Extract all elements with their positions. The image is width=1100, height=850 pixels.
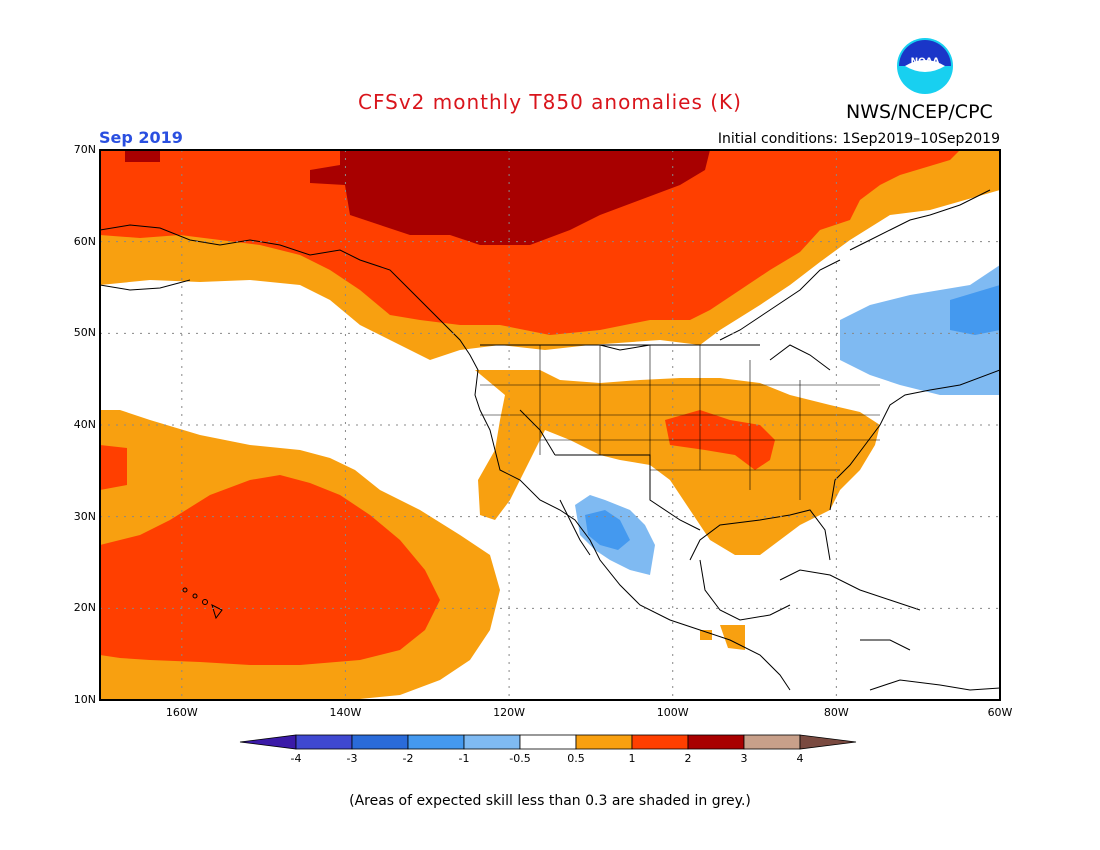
colorbar-segment [519, 734, 577, 750]
forecast-month: Sep 2019 [99, 128, 183, 147]
colorbar-segment [351, 734, 409, 750]
colorbar-label: -0.5 [509, 752, 531, 765]
lon-label: 140W [329, 706, 362, 719]
lat-label: 70N [73, 143, 96, 156]
lat-label: 10N [73, 693, 96, 706]
lon-label: 100W [656, 706, 689, 719]
colorbar-label: 2 [684, 752, 692, 765]
lat-label: 60N [73, 234, 96, 248]
colorbar-segment [575, 734, 633, 750]
anomaly-field-0.5-1-us [475, 370, 880, 555]
hawaii [182, 587, 223, 620]
colorbar-segment [295, 734, 353, 750]
initial-conditions: Initial conditions: 1Sep2019–10Sep2019 [717, 131, 1000, 147]
lon-label: 80W [823, 706, 849, 719]
anomaly-field-2-3-north [310, 150, 710, 245]
lon-label: 60W [987, 706, 1013, 719]
lat-label: 20N [73, 601, 96, 615]
colorbar-label: 0.5 [567, 752, 585, 765]
colorbar-label: -4 [290, 752, 302, 765]
gridlines [100, 150, 1000, 700]
colorbar-segment [407, 734, 465, 750]
map-frame [99, 149, 1001, 701]
colorbar [239, 734, 857, 750]
anomaly-field-1-2-pacific [100, 445, 440, 665]
colorbar-segment [743, 734, 801, 750]
agency-label: NWS/NCEP/CPC [846, 101, 993, 123]
colorbar-label: 4 [796, 752, 804, 765]
colorbar-label: -1 [458, 752, 470, 765]
lat-label: 30N [73, 509, 96, 523]
lat-label: 40N [73, 418, 96, 431]
anomaly-map [100, 150, 1000, 700]
noaa-logo-text: NOAA [911, 57, 940, 67]
lon-label: 120W [493, 706, 526, 719]
colorbar-segment [687, 734, 745, 750]
noaa-logo: NOAA [897, 38, 953, 94]
colorbar-segment [239, 734, 297, 750]
colorbar-label: 1 [628, 752, 636, 765]
colorbar-segment [799, 734, 857, 750]
lat-label: 50N [73, 326, 96, 340]
colorbar-label: -3 [346, 752, 358, 765]
lon-label: 160W [165, 706, 198, 719]
colorbar-label: -2 [402, 752, 414, 765]
chart-title: CFSv2 monthly T850 anomalies (K) [358, 90, 742, 114]
skill-note: (Areas of expected skill less than 0.3 a… [349, 793, 751, 809]
colorbar-segment [631, 734, 689, 750]
colorbar-label: 3 [740, 752, 748, 765]
state-borders [480, 345, 880, 500]
colorbar-segment [463, 734, 521, 750]
